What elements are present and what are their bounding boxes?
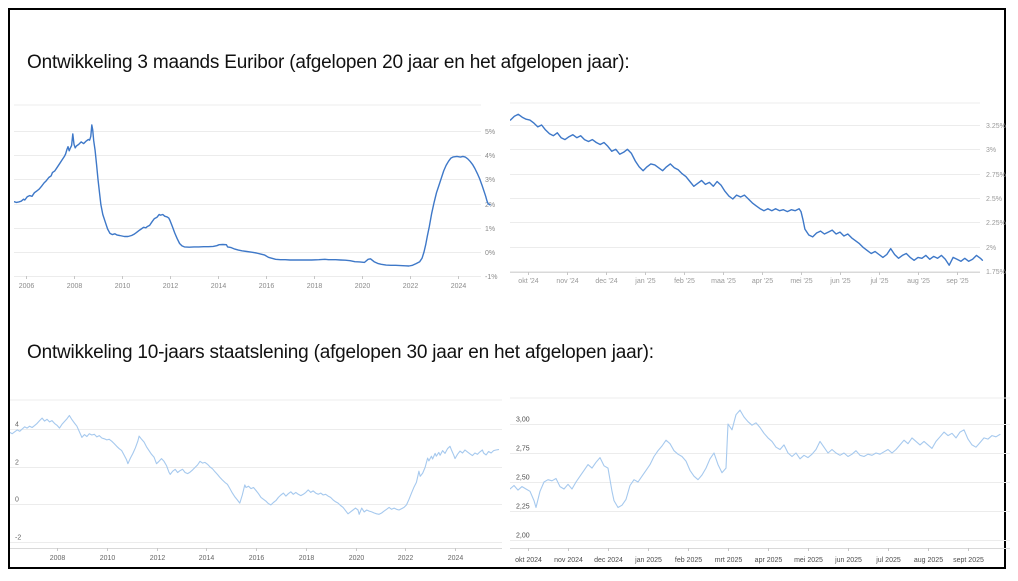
- y-axis-tick-label: 2,50: [516, 475, 530, 482]
- y-axis-tick-label: 2%: [485, 202, 495, 209]
- x-axis-tick-label: 2006: [19, 283, 35, 290]
- chart-staatslening-30y: 4 2 0 -2 2008 2010 2012 2014 2016 2018 2020 2022 202…: [10, 390, 506, 574]
- line-series: [10, 414, 500, 515]
- y-axis-tick-label: 2%: [986, 245, 996, 252]
- chart-euribor-1y: 3.25% 3% 2.75% 2.5% 2.25% 2% 1.75% okt '24 nov '…: [510, 95, 1010, 292]
- x-axis-tick-label: feb 2025: [675, 557, 702, 564]
- y-axis-tick-label: 3%: [986, 147, 996, 154]
- x-axis-tick-label: 2018: [299, 555, 315, 562]
- x-axis-tick-label: 2012: [150, 555, 166, 562]
- chart-canvas-euribor-1y: 3.25% 3% 2.75% 2.5% 2.25% 2% 1.75% okt '24 nov '…: [510, 102, 1006, 285]
- line-series: [14, 124, 491, 267]
- x-axis-tick-label: nov 2024: [554, 557, 583, 564]
- x-axis-tick-label: 2008: [67, 283, 83, 290]
- x-axis-tick-label: feb '25: [674, 278, 695, 285]
- line-series: [510, 409, 1001, 509]
- y-axis-tick-label: 2.75%: [986, 172, 1006, 179]
- x-axis-tick-label: 2018: [307, 283, 323, 290]
- x-axis-tick-label: mei 2025: [794, 557, 823, 564]
- y-axis-tick-label: 2.5%: [986, 196, 1002, 203]
- chart-canvas-staatslening-30y: 4 2 0 -2 2008 2010 2012 2014 2016 2018 2020 2022 202…: [10, 399, 502, 562]
- y-axis-tick-label: 4: [15, 422, 19, 429]
- y-axis-tick-label: 2,25: [516, 504, 530, 511]
- x-axis-tick-label: 2020: [355, 283, 371, 290]
- y-axis-tick-label: 3,00: [516, 417, 530, 424]
- section-title-staatslening: Ontwikkeling 10-jaars staatslening (afge…: [27, 342, 654, 363]
- y-axis-tick-label: 0: [15, 497, 19, 504]
- x-axis-tick-label: 2024: [448, 555, 464, 562]
- y-axis-tick-label: 5%: [485, 129, 495, 136]
- x-axis-tick-label: sep '25: [946, 278, 968, 285]
- x-axis-tick-label: 2010: [115, 283, 131, 290]
- x-axis-tick-label: 2016: [259, 283, 275, 290]
- x-axis-tick-label: apr 2025: [755, 557, 783, 564]
- y-axis-tick-label: 1%: [485, 226, 495, 233]
- x-axis-tick-label: maa '25: [711, 278, 736, 285]
- x-axis-tick-label: okt 2024: [515, 557, 542, 564]
- chart-canvas-euribor-20y: 5% 4% 3% 2% 1% 0% -1% 2006 2008 2010 2012 2014 2016 2…: [14, 104, 497, 290]
- x-axis-tick-label: dec 2024: [594, 557, 623, 564]
- x-axis-tick-label: 2014: [199, 555, 215, 562]
- y-axis-tick-label: -1%: [485, 274, 497, 281]
- y-axis-tick-label: 4%: [485, 153, 495, 160]
- y-axis-tick-label: 2,75: [516, 446, 530, 453]
- y-axis-tick-label: 3.25%: [986, 123, 1006, 130]
- chart-staatslening-1y: 3,00 2,75 2,50 2,25 2,00 okt 2024 nov 2024 dec …: [510, 390, 1018, 574]
- y-axis-tick-label: 3%: [485, 177, 495, 184]
- x-axis-tick-label: 2014: [211, 283, 227, 290]
- x-axis-tick-label: jun '25: [829, 278, 851, 285]
- x-axis-tick-label: jul '25: [869, 278, 888, 285]
- x-axis-tick-label: jan 2025: [634, 557, 662, 564]
- y-axis-tick-label: 1.75%: [986, 269, 1006, 276]
- section-title-euribor: Ontwikkeling 3 maands Euribor (afgelopen…: [27, 52, 630, 73]
- x-axis-tick-label: 2020: [349, 555, 365, 562]
- x-axis-tick-label: 2022: [398, 555, 414, 562]
- x-axis-tick-label: jun 2025: [834, 557, 862, 564]
- y-axis-tick-label: 2,00: [516, 533, 530, 540]
- x-axis-tick-label: 2022: [403, 283, 419, 290]
- x-axis-tick-label: 2010: [100, 555, 116, 562]
- x-axis-tick-label: 2024: [451, 283, 467, 290]
- x-axis-tick-label: sept 2025: [953, 557, 984, 564]
- line-series: [510, 113, 984, 266]
- x-axis-tick-label: 2008: [50, 555, 66, 562]
- x-axis-tick-label: apr '25: [752, 278, 773, 285]
- x-axis-tick-label: aug '25: [907, 278, 930, 285]
- x-axis-tick-label: mei '25: [790, 278, 812, 285]
- chart-euribor-20y: 5% 4% 3% 2% 1% 0% -1% 2006 2008 2010 2012 2014 2016 2…: [14, 100, 506, 292]
- y-axis-tick-label: 2: [15, 460, 19, 467]
- y-axis-tick-label: 0%: [485, 250, 495, 257]
- y-axis-tick-label: 2.25%: [986, 220, 1006, 227]
- x-axis-tick-label: mrt 2025: [715, 557, 743, 564]
- x-axis-tick-label: nov '24: [556, 278, 578, 285]
- x-axis-tick-label: aug 2025: [914, 557, 943, 564]
- chart-canvas-staatslening-1y: 3,00 2,75 2,50 2,25 2,00 okt 2024 nov 2024 dec …: [510, 397, 1010, 564]
- x-axis-tick-label: jul 2025: [875, 557, 901, 564]
- x-axis-tick-label: 2016: [249, 555, 265, 562]
- x-axis-tick-label: okt '24: [518, 278, 539, 285]
- y-axis-tick-label: -2: [15, 535, 21, 542]
- x-axis-tick-label: 2012: [163, 283, 179, 290]
- x-axis-tick-label: jan '25: [634, 278, 656, 285]
- x-axis-tick-label: dec '24: [595, 278, 617, 285]
